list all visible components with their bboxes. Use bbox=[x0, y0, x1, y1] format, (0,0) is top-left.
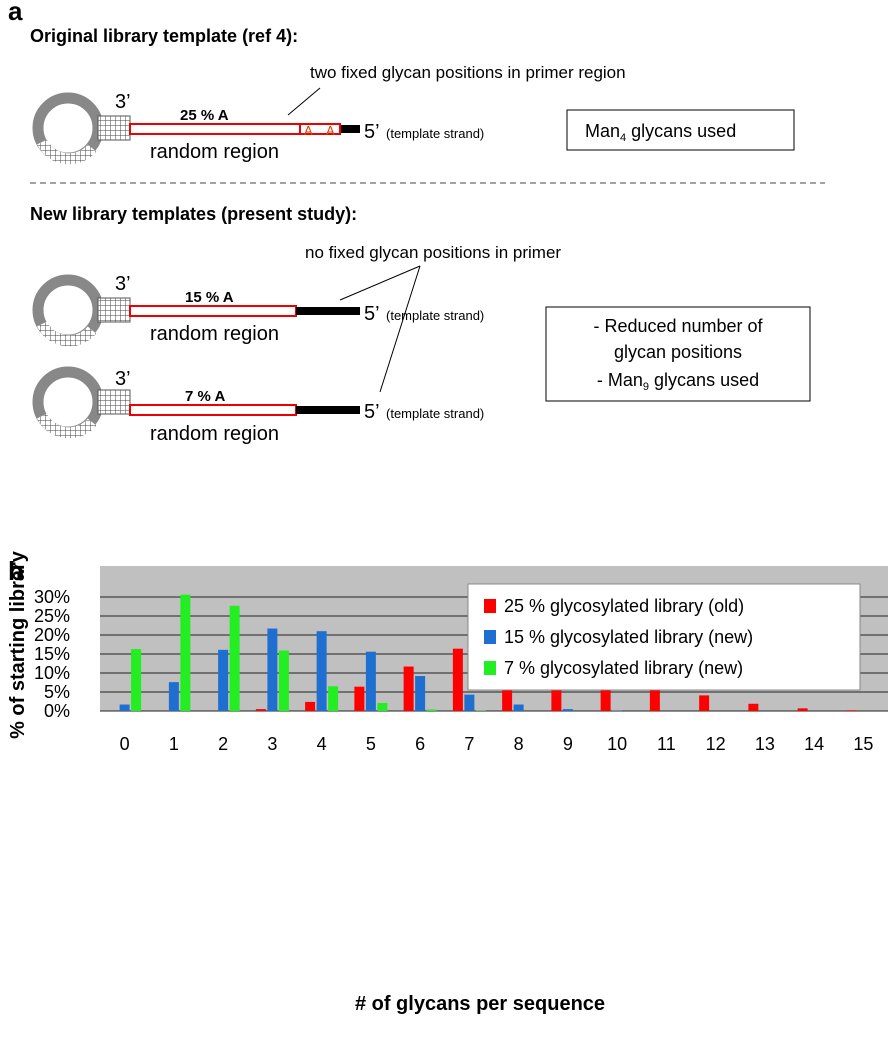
label: 15 % A bbox=[185, 289, 234, 306]
x-tick-label: 10 bbox=[607, 734, 627, 754]
bar bbox=[255, 709, 266, 711]
label: 5’ bbox=[364, 303, 380, 325]
bar bbox=[229, 605, 240, 711]
x-tick-label: 1 bbox=[169, 734, 179, 754]
y-tick-label: 5% bbox=[44, 682, 70, 702]
box-line: glycan positions bbox=[614, 342, 742, 362]
x-tick-label: 12 bbox=[706, 734, 726, 754]
bar bbox=[649, 681, 660, 711]
x-tick-label: 2 bbox=[218, 734, 228, 754]
bar bbox=[513, 704, 524, 711]
bar bbox=[328, 686, 339, 711]
legend-label: 7 % glycosylated library (new) bbox=[504, 658, 743, 678]
y-tick-label: 15% bbox=[34, 644, 70, 664]
x-tick-label: 11 bbox=[657, 734, 676, 754]
label: 5’ bbox=[364, 121, 380, 143]
panel-label: b bbox=[8, 556, 24, 586]
y-tick-label: 10% bbox=[34, 663, 70, 683]
legend-label: 15 % glycosylated library (new) bbox=[504, 627, 753, 647]
x-tick-label: 8 bbox=[514, 734, 524, 754]
bar bbox=[180, 594, 191, 711]
template bbox=[32, 92, 360, 165]
box-text: - Reduced number of glycan positions - M… bbox=[593, 316, 763, 393]
x-tick-label: 9 bbox=[563, 734, 573, 754]
bar bbox=[377, 703, 388, 711]
legend-swatch bbox=[484, 599, 496, 613]
y-axis-title: % of starting library bbox=[7, 550, 29, 739]
label: (template strand) bbox=[386, 406, 484, 421]
note: no fixed glycan positions in primer bbox=[305, 243, 561, 262]
bar bbox=[119, 704, 130, 711]
x-tick-label: 3 bbox=[267, 734, 277, 754]
y-tick-label: 20% bbox=[34, 625, 70, 645]
heading: Original library template (ref 4): bbox=[30, 26, 298, 46]
x-tick-label: 6 bbox=[415, 734, 425, 754]
bar bbox=[452, 648, 463, 711]
x-tick-label: 7 bbox=[464, 734, 474, 754]
label: (template strand) bbox=[386, 126, 484, 141]
bar bbox=[168, 682, 179, 711]
bar bbox=[403, 666, 414, 711]
label: random region bbox=[150, 323, 279, 345]
legend-label: 25 % glycosylated library (old) bbox=[504, 596, 744, 616]
x-tick-label: 4 bbox=[317, 734, 327, 754]
bar bbox=[354, 686, 365, 711]
bar bbox=[797, 708, 808, 711]
x-tick-label: 5 bbox=[366, 734, 376, 754]
info-box bbox=[566, 109, 795, 151]
bar bbox=[305, 701, 316, 711]
label: A bbox=[304, 123, 313, 138]
info-box bbox=[545, 306, 811, 402]
x-tick-label: 13 bbox=[755, 734, 775, 754]
bar bbox=[562, 709, 573, 711]
y-tick-label: 30% bbox=[34, 587, 70, 607]
label: (template strand) bbox=[386, 308, 484, 323]
template bbox=[32, 366, 360, 439]
label: 25 % A bbox=[180, 107, 229, 124]
label: 7 % A bbox=[185, 388, 225, 405]
label: 5’ bbox=[364, 401, 380, 423]
box-line: - Man9 glycans used bbox=[597, 370, 759, 393]
y-tick-label: 25% bbox=[34, 606, 70, 626]
box-line: - Reduced number of bbox=[593, 316, 763, 336]
note: two fixed glycan positions in primer reg… bbox=[310, 63, 626, 82]
plot: 0%5%10%15%20%25%30%0 1 2 3 4 5 6 7 8 9 10 11 12 13 14 1… bbox=[34, 566, 888, 754]
bar bbox=[316, 631, 327, 711]
bar bbox=[278, 650, 289, 711]
label: random region bbox=[150, 423, 279, 445]
bar bbox=[365, 651, 376, 711]
legend-swatch bbox=[484, 630, 496, 644]
bar bbox=[748, 703, 759, 711]
arrow bbox=[287, 87, 321, 116]
bar bbox=[415, 676, 426, 711]
x-axis-title: # of glycans per sequence bbox=[355, 993, 605, 1015]
panel-label: a bbox=[8, 0, 23, 26]
heading: New library templates (present study): bbox=[30, 204, 357, 224]
legend-swatch bbox=[484, 661, 496, 675]
bar bbox=[131, 649, 142, 711]
label: random region bbox=[150, 141, 279, 163]
y-tick-label: 0% bbox=[44, 701, 70, 721]
template bbox=[32, 274, 360, 347]
label: 3’ bbox=[115, 91, 131, 113]
label: 3’ bbox=[115, 273, 131, 295]
bar bbox=[426, 709, 437, 711]
x-tick-label: 14 bbox=[804, 734, 824, 754]
x-tick-label: 15 bbox=[853, 734, 873, 754]
label: A bbox=[326, 123, 335, 138]
bar bbox=[846, 710, 857, 711]
legend-box bbox=[467, 583, 861, 691]
bar bbox=[267, 628, 278, 711]
box-text: Man4 glycans used bbox=[585, 121, 736, 144]
arrow bbox=[339, 265, 421, 393]
bar bbox=[218, 649, 229, 711]
x-tick-label: 0 bbox=[120, 734, 130, 754]
bar bbox=[699, 695, 710, 711]
bar bbox=[464, 694, 475, 711]
label: 3’ bbox=[115, 368, 131, 390]
